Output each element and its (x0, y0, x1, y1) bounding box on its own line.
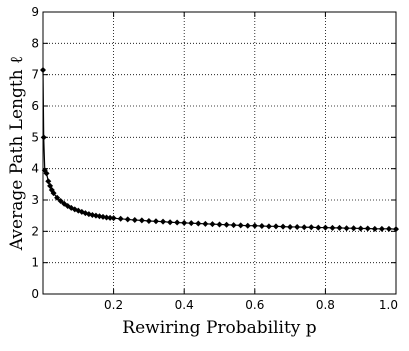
x-tick-label: 1.0 (379, 298, 398, 312)
data-point (110, 215, 117, 222)
data-point (103, 214, 110, 221)
data-point (57, 197, 64, 204)
y-tick-label: 9 (31, 5, 39, 19)
y-tick-label: 8 (31, 36, 39, 50)
data-point (272, 223, 279, 230)
y-tick-label: 4 (31, 162, 39, 176)
data-point (117, 215, 124, 222)
data-point (43, 170, 50, 177)
data-point (350, 225, 357, 232)
data-point (294, 223, 301, 230)
data-point (230, 222, 237, 229)
data-point (45, 178, 52, 185)
x-tick-label: 0.6 (245, 298, 264, 312)
x-tick-label: 0.4 (175, 298, 194, 312)
x-tick-label: 0.8 (316, 298, 335, 312)
data-point (343, 225, 350, 232)
data-point (315, 224, 322, 231)
data-point (371, 225, 378, 232)
tick-layer: 0 1 2 3 4 5 6 7 8 9 0.2 0.4 0.6 0.8 1.0 (31, 5, 398, 312)
data-point (209, 221, 216, 228)
data-point (152, 218, 159, 225)
data-point (54, 194, 61, 201)
y-tick-label: 3 (31, 193, 39, 207)
data-point (50, 190, 57, 197)
y-tick-label: 0 (31, 287, 39, 301)
data-point (174, 219, 181, 226)
grid-layer (43, 12, 396, 294)
series-line (42, 69, 397, 230)
data-point (258, 223, 265, 230)
data-point (202, 220, 209, 227)
y-tick-label: 1 (31, 256, 39, 270)
data-point (385, 225, 392, 232)
series-layer (40, 66, 399, 233)
plot-frame (42, 11, 397, 295)
data-point (308, 224, 315, 231)
data-point (107, 214, 114, 221)
data-point (265, 223, 272, 230)
y-tick-label: 2 (31, 224, 39, 238)
data-point (287, 223, 294, 230)
data-point (160, 218, 167, 225)
data-point (138, 217, 145, 224)
y-tick-label: 6 (31, 99, 39, 113)
data-point (167, 219, 174, 226)
data-point (216, 221, 223, 228)
data-point (329, 224, 336, 231)
data-point (378, 225, 385, 232)
y-tick-label: 5 (31, 130, 39, 144)
data-point (237, 222, 244, 229)
data-point (145, 217, 152, 224)
data-point (223, 221, 230, 228)
x-axis-title: Rewiring Probability p (122, 318, 316, 338)
data-point (322, 224, 329, 231)
y-axis-title: Average Path Length ℓ (7, 56, 27, 251)
y-tick-label: 7 (31, 68, 39, 82)
data-point (251, 222, 258, 229)
data-point (124, 216, 131, 223)
data-point (280, 223, 287, 230)
data-point (364, 225, 371, 232)
data-point (357, 225, 364, 232)
data-point (301, 224, 308, 231)
data-point (188, 220, 195, 227)
x-tick-label: 0.2 (104, 298, 123, 312)
data-point (195, 220, 202, 227)
data-point (181, 219, 188, 226)
data-point (131, 217, 138, 224)
data-point (336, 224, 343, 231)
data-point (244, 222, 251, 229)
